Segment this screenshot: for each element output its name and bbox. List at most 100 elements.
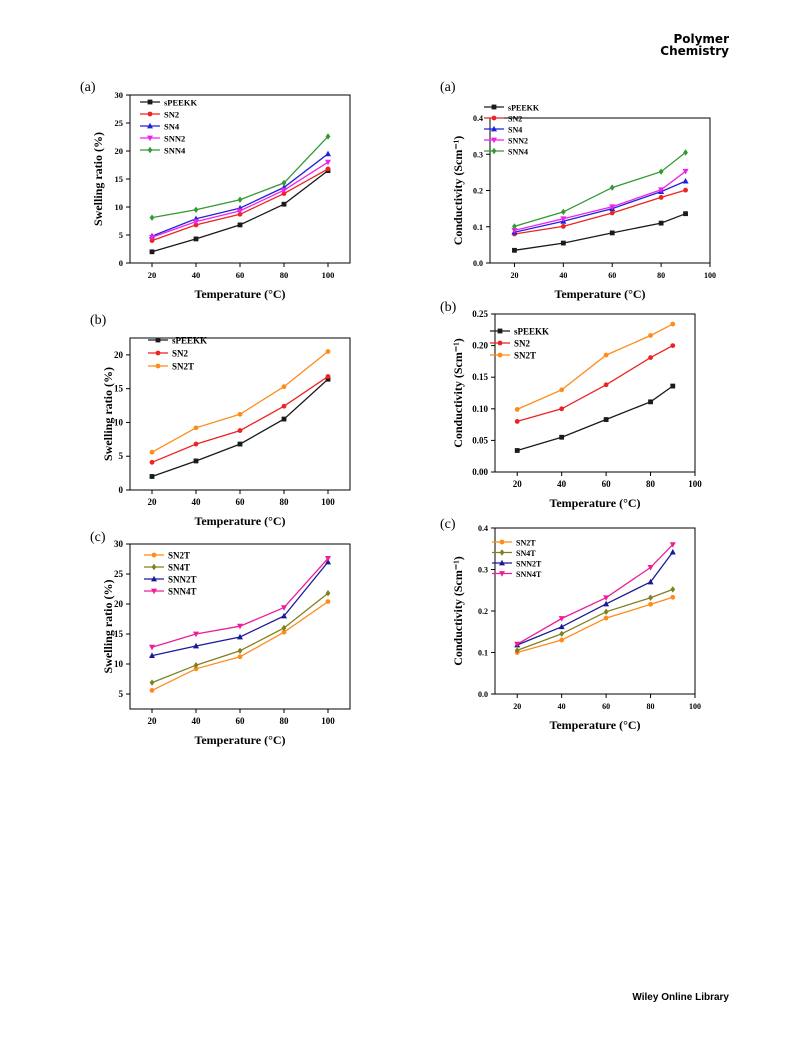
- legend-label: SN4T: [168, 563, 190, 573]
- chart-conductivity-c: (c) 20 40 60 80 100 0.0 0.1 0.2 0.3 0.4 Temperature…: [440, 517, 701, 732]
- legend-label: SNN4: [164, 146, 186, 156]
- legend-entry: SN2T: [144, 551, 190, 561]
- legend-label: SNN4T: [168, 587, 197, 597]
- y-tick-label: 20: [114, 599, 124, 609]
- data-point: [669, 542, 676, 548]
- data-point: [325, 159, 331, 166]
- data-point: [559, 434, 565, 440]
- legend-label: SN4: [508, 126, 522, 135]
- y-tick-label: 5: [119, 230, 123, 240]
- legend-marker: [499, 559, 505, 566]
- data-point: [658, 187, 665, 193]
- legend-label: SNN4: [508, 148, 528, 157]
- y-tick-label: 10: [115, 202, 124, 212]
- data-point: [682, 168, 689, 175]
- data-point: [670, 586, 676, 593]
- plot-frame: [494, 313, 696, 473]
- data-point: [237, 647, 243, 654]
- legend-marker: [499, 571, 505, 577]
- legend-marker: [491, 125, 497, 132]
- data-point: [325, 376, 331, 382]
- data-point: [149, 459, 155, 465]
- data-point: [325, 590, 331, 597]
- y-tick-label: 30: [114, 539, 124, 549]
- chart-conductivity-b: (b) 20 40 60 80 100 0.00 0.05 0.10 0.15 0.20 0.25 Te…: [440, 300, 702, 510]
- x-axis-label: Temperature (°C): [194, 514, 285, 528]
- data-point: [281, 191, 287, 196]
- legend-entry: SN2: [490, 339, 531, 349]
- data-point: [514, 407, 520, 412]
- data-point: [149, 249, 155, 255]
- series-speekk: [514, 383, 676, 453]
- legend-entry: SN2T: [148, 362, 194, 372]
- y-tick-label: 15: [115, 174, 124, 184]
- data-point: [237, 441, 243, 447]
- data-point: [193, 206, 199, 213]
- x-axis-label: Temperature (°C): [194, 287, 285, 301]
- data-point: [512, 247, 517, 253]
- y-tick-label: 5: [119, 689, 124, 699]
- legend-entry: SNN4: [484, 148, 528, 157]
- series-speekk: [512, 211, 688, 253]
- x-tick-label: 80: [657, 271, 665, 280]
- legend-label: SNN2T: [168, 575, 197, 585]
- x-tick-label: 40: [192, 270, 201, 280]
- y-tick-label: 0.15: [472, 372, 488, 382]
- x-tick-label: 100: [689, 702, 701, 711]
- data-point: [647, 565, 654, 571]
- data-point: [237, 208, 243, 215]
- panel-label: (a): [80, 80, 96, 95]
- data-point: [325, 556, 331, 562]
- data-point: [149, 449, 155, 455]
- legend-marker: [499, 549, 505, 556]
- series-snn2: [149, 159, 331, 241]
- data-point: [658, 194, 664, 200]
- y-tick-label: 0.05: [472, 435, 488, 445]
- series-sn2t: [149, 349, 331, 455]
- y-tick-label: 0.2: [473, 187, 483, 196]
- legend-entry: SN2: [484, 115, 522, 124]
- data-point: [609, 184, 615, 191]
- y-tick-label: 25: [114, 569, 124, 579]
- x-tick-label: 20: [510, 271, 518, 280]
- x-tick-label: 40: [192, 716, 202, 726]
- y-tick-label: 25: [115, 118, 124, 128]
- legend-marker: [151, 588, 157, 595]
- data-point: [609, 204, 616, 211]
- series-snn4t: [149, 556, 331, 651]
- data-point: [560, 223, 566, 229]
- legend-marker: [497, 352, 503, 358]
- x-tick-label: 100: [322, 270, 335, 280]
- legend-label: SNN4T: [516, 570, 542, 579]
- y-tick-label: 0.3: [473, 150, 483, 159]
- y-tick-label: 0.25: [472, 309, 488, 319]
- legend-entry: SN2T: [492, 539, 536, 548]
- y-tick-label: 10: [114, 417, 124, 427]
- x-tick-label: 20: [148, 716, 158, 726]
- data-point: [237, 196, 243, 203]
- chart-swelling-c: (c) 20 40 60 80 100 5 10 15 20 25 30 Temperature (°C…: [90, 530, 351, 747]
- legend-entry: SN4: [140, 122, 180, 132]
- data-point: [603, 417, 609, 422]
- data-point: [560, 208, 566, 216]
- x-tick-label: 20: [148, 270, 157, 280]
- data-point: [149, 474, 155, 479]
- data-point: [514, 419, 520, 424]
- data-point: [149, 214, 155, 221]
- x-tick-label: 60: [602, 479, 612, 489]
- legend-marker: [155, 337, 161, 343]
- data-point: [193, 425, 199, 431]
- data-point: [648, 355, 653, 361]
- y-tick-label: 20: [114, 350, 124, 360]
- data-point: [237, 428, 243, 433]
- chart-swelling-b: (b) 20 40 60 80 100 0 5 10 15 20 Temperature (°C) Sw…: [90, 313, 351, 528]
- data-point: [670, 594, 676, 600]
- y-tick-label: 0.20: [472, 341, 488, 351]
- x-axis-label: Temperature (°C): [549, 496, 640, 510]
- legend-marker: [147, 111, 153, 117]
- series-snn2t: [149, 558, 331, 658]
- x-tick-label: 80: [280, 270, 289, 280]
- panel-label: (b): [90, 313, 107, 328]
- data-point: [603, 615, 609, 621]
- y-tick-label: 30: [115, 90, 124, 100]
